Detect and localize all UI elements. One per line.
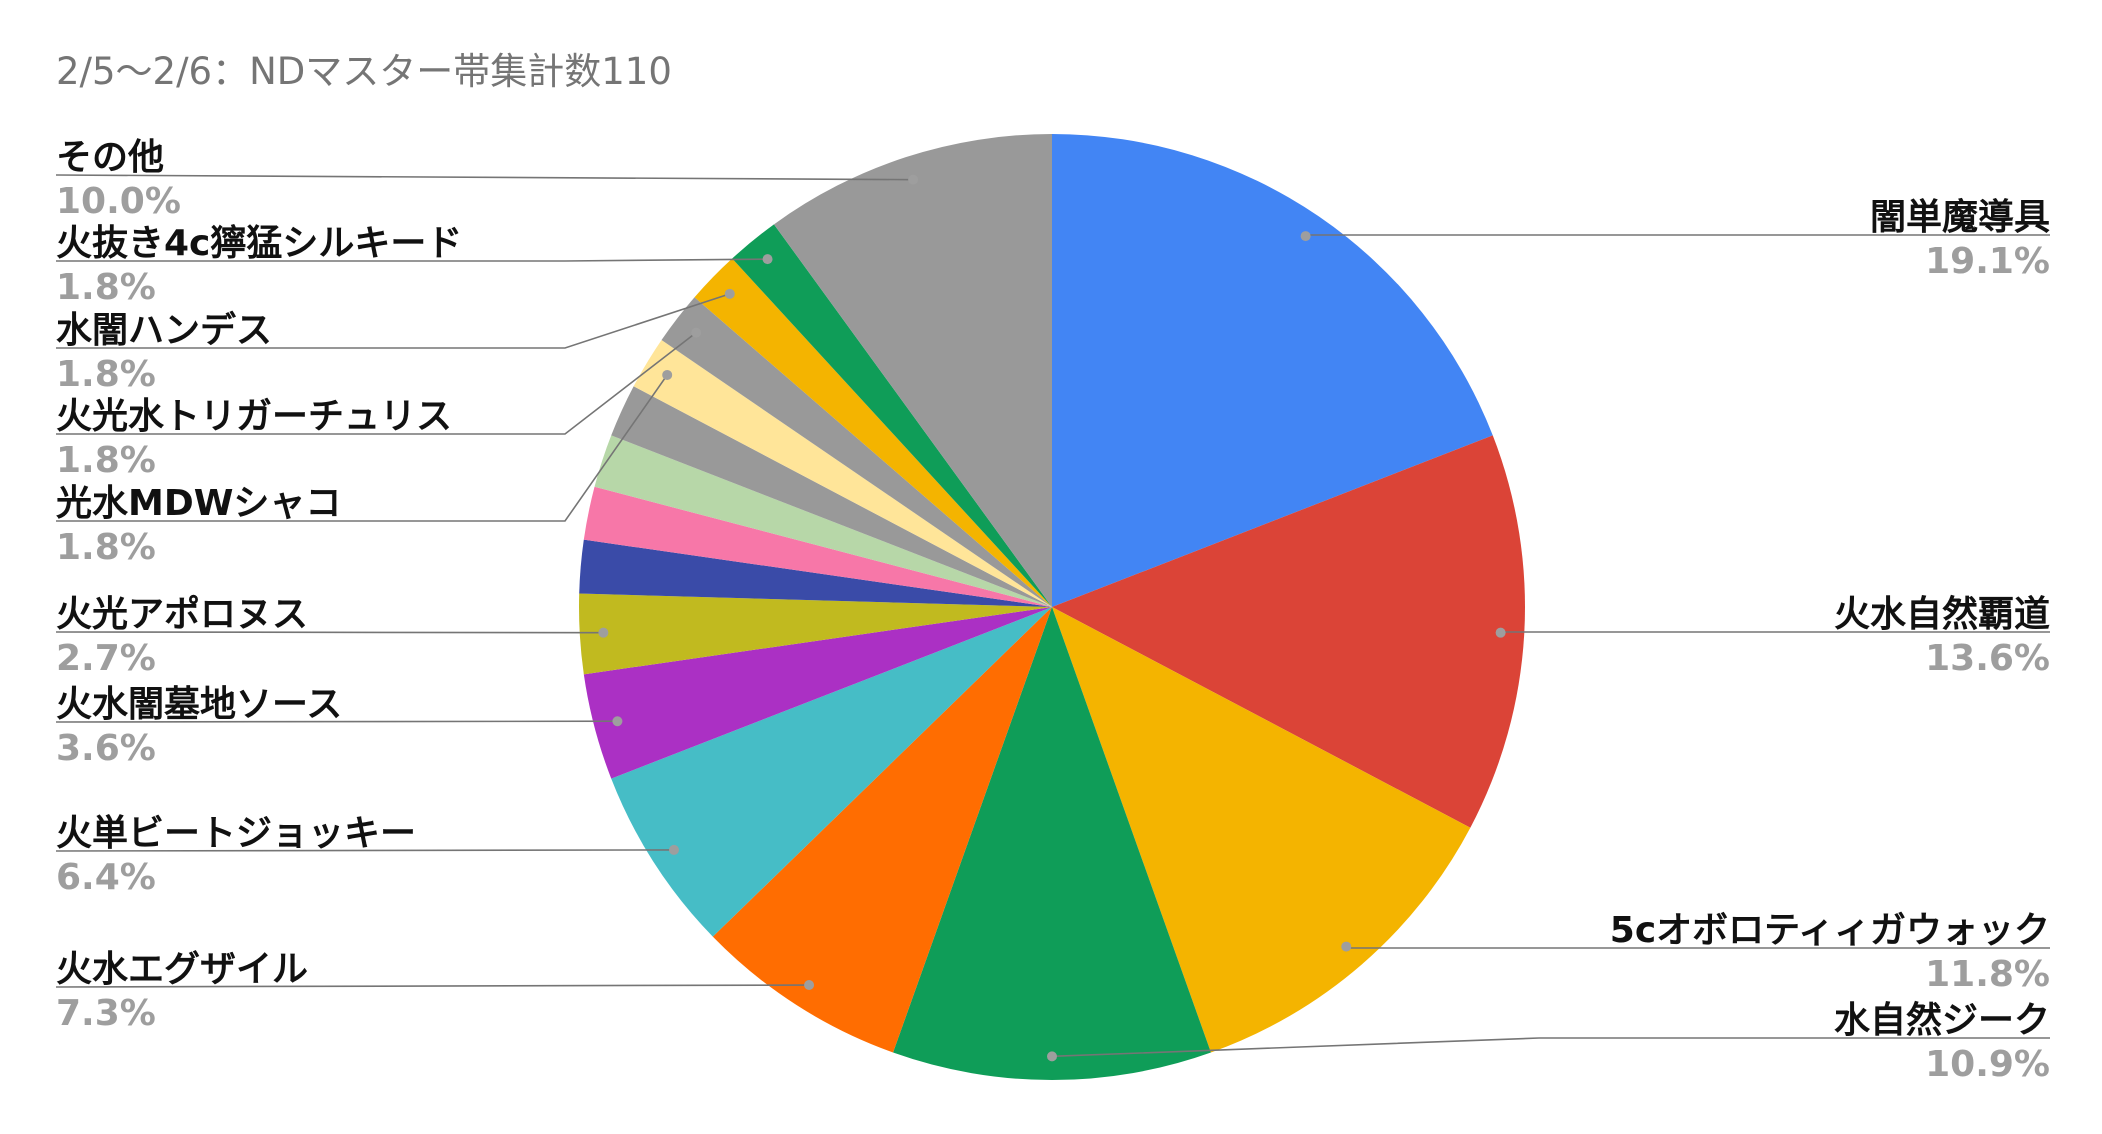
pie-slice[interactable] [611,386,1052,607]
slice-label-percent: 2.7% [56,638,156,679]
slice-label-percent: 11.8% [1925,954,2050,995]
slice-label-name: 火単ビートジョッキー [56,813,416,854]
pie-slice[interactable] [732,224,1052,607]
leader-line [1051,1037,2050,1058]
leader-dot [1047,1051,1057,1062]
slice-label-percent: 19.1% [1925,241,2050,282]
pie-slice[interactable] [1052,607,1471,1053]
slice-label-percent: 1.8% [56,267,156,308]
pie-slice[interactable] [712,607,1052,1053]
slice-label-percent: 1.8% [56,354,156,395]
slice-label-percent: 1.8% [56,527,156,568]
pie-slice[interactable] [594,435,1052,607]
pie-slice[interactable] [694,258,1052,607]
slice-label-name: 火光水トリガーチュリス [56,396,452,437]
leader-dot [724,288,735,299]
leader-line [56,258,768,262]
leader-line [55,174,914,181]
leader-dot [668,844,679,855]
slice-label-percent: 6.4% [56,857,156,898]
slice-label-percent: 7.3% [56,993,156,1034]
leader-dot [1300,231,1311,242]
slice-label-percent: 13.6% [1925,638,2050,679]
leader-dot [691,327,702,338]
leader-lines [55,174,2050,1062]
slice-label-percent: 10.9% [1925,1044,2050,1085]
pie-slice[interactable] [579,539,1052,607]
leader-dot [762,254,773,265]
slice-label-percent: 10.0% [56,181,181,222]
slice-label-name: 水闇ハンデス [56,309,272,351]
leader-line [56,374,668,522]
slice-label-name: 火水自然覇道 [1834,593,2050,635]
pie-slice[interactable] [583,607,1052,779]
pie-slice[interactable] [583,486,1052,607]
pie-slices [578,134,1525,1080]
leader-dot [1495,627,1506,638]
slice-label-name: 5cオボロティィガウォック [1610,910,2050,951]
leader-dot [662,369,673,380]
leader-line [55,720,618,723]
slice-label-name: 闇単魔導具 [1870,197,2050,238]
pie-slice[interactable] [633,340,1052,607]
slice-label-name: 光水MDWシャコ [56,483,341,524]
leader-line [56,293,731,349]
leader-dot [1341,941,1352,952]
slice-label-percent: 1.8% [56,440,156,481]
pie-slice[interactable] [578,593,1052,675]
pie-slice[interactable] [773,134,1052,607]
pie-slice[interactable] [611,607,1052,937]
slice-label-name: 火抜き4c獰猛シルキード [56,223,462,264]
leader-dot [598,627,609,638]
slice-label-name: その他 [56,137,164,178]
slice-label-name: 火光アポロヌス [56,593,308,635]
leader-dot [804,980,815,991]
pie-slice[interactable] [893,607,1211,1080]
slice-label-name: 水自然ジーク [1834,999,2050,1041]
pie-slice[interactable] [1052,435,1525,828]
leader-dot [908,174,919,185]
slice-label-name: 火水エグザイル [56,949,308,990]
slice-label-percent: 3.6% [56,728,156,769]
pie-slice[interactable] [661,297,1052,607]
leader-line [55,984,810,988]
leader-line [55,849,674,852]
pie-slice[interactable] [1052,134,1493,607]
slice-label-name: 火水闇墓地ソース [56,684,342,725]
chart-title: 2/5〜2/6：NDマスター帯集計数110 [56,50,672,93]
leader-line [55,631,604,634]
leader-line [56,331,697,435]
leader-dot [612,716,623,727]
slice-labels: 闇単魔導具19.1%火水自然覇道13.6%5cオボロティィガウォック11.8%水… [56,137,2050,1085]
